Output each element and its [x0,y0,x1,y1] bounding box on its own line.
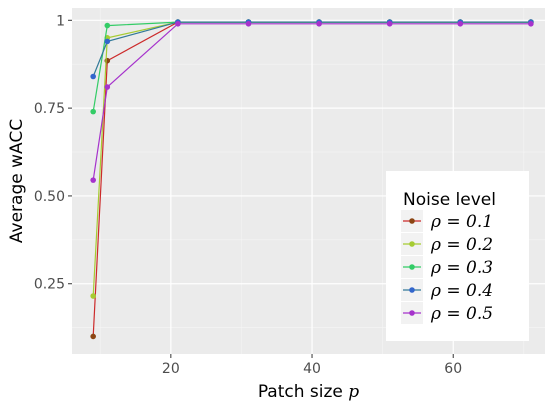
data-point [90,177,96,183]
legend-key-point [409,310,415,316]
data-point [90,293,96,299]
series-5 [90,21,534,183]
legend-items: ρ = 0.1 ρ = 0.2 ρ = 0.3 ρ = 0.4 ρ = 0.5 [401,210,493,324]
x-axis-title: Patch size p [258,382,359,402]
legend-key-point [409,287,415,293]
data-point [104,57,111,64]
y-tick-label: 0.25 [34,277,65,293]
data-point [90,333,96,340]
data-point [90,108,96,115]
legend-label: ρ = 0.2 [430,235,493,255]
legend-label: ρ = 0.3 [430,258,493,278]
y-tick-label: 1 [56,13,65,29]
legend-item-3: ρ = 0.3 [401,256,493,278]
series-layer [90,19,534,340]
data-point [90,73,96,80]
x-tick-label: 60 [444,361,462,377]
y-tick-labels: 0.25 0.50 0.75 1 [34,13,65,292]
legend-label: ρ = 0.5 [430,304,493,324]
data-point [457,21,464,27]
legend-key-point [409,241,415,247]
legend: Noise level ρ = 0.1 ρ = 0.2 ρ = 0.3 ρ = 0.4… [386,171,529,341]
legend-key-point [409,264,415,270]
legend-item-4: ρ = 0.4 [401,279,493,301]
data-point [104,22,111,29]
x-axis-title-text: Patch size [258,382,343,402]
legend-item-2: ρ = 0.2 [401,233,493,255]
data-point [175,21,181,27]
data-point [245,21,252,27]
legend-item-5: ρ = 0.5 [401,302,493,324]
y-axis-title: Average wACC [7,119,27,243]
legend-label: ρ = 0.4 [430,281,493,301]
axis-ticks [68,19,454,358]
x-tick-label: 40 [303,361,321,377]
x-tick-labels: 20 40 60 [162,361,462,377]
data-point [104,38,111,45]
data-point [316,21,322,27]
legend-title: Noise level [403,190,496,210]
series-line [92,23,531,181]
data-point [104,84,111,90]
legend-key-point [409,218,415,224]
data-point [386,21,393,27]
y-tick-label: 0.50 [34,189,65,205]
legend-item-1: ρ = 0.1 [401,210,493,232]
series-line [92,21,531,77]
legend-label: ρ = 0.1 [430,212,493,232]
x-axis-title-symbol: p [348,382,359,402]
data-point [528,21,534,27]
y-tick-label: 0.75 [34,101,65,117]
x-tick-label: 20 [162,361,180,377]
